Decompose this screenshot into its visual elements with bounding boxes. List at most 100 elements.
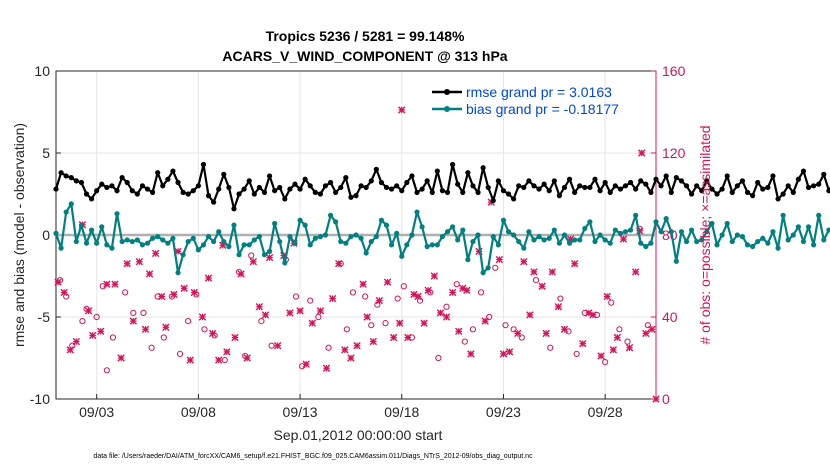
rmse-point — [109, 183, 115, 189]
rmse-point — [805, 184, 812, 191]
bias-point — [261, 252, 268, 258]
obs-possible-marker — [176, 350, 184, 357]
obs-assimilated-marker — [129, 317, 137, 325]
obs-possible-marker — [122, 289, 129, 296]
bias-point — [424, 243, 430, 250]
obs-assimilated-marker — [190, 288, 199, 297]
bias-point — [658, 229, 664, 235]
rmse-point — [495, 178, 501, 184]
bias-point — [495, 242, 501, 248]
obs-possible-marker — [624, 338, 631, 345]
rmse-point — [333, 189, 339, 195]
obs-assimilated-marker — [420, 319, 428, 327]
rmse-point — [404, 179, 410, 186]
bias-point — [99, 224, 105, 230]
rmse-point — [246, 178, 252, 184]
bias-point — [582, 225, 588, 232]
rmse-point — [536, 186, 542, 192]
obs-assimilated-marker — [255, 303, 264, 311]
obs-possible-marker — [644, 322, 651, 329]
bias-point — [114, 211, 120, 217]
rmse-point — [612, 183, 618, 189]
obs-assimilated-marker — [66, 346, 74, 354]
obs-assimilated-marker — [609, 346, 617, 354]
rmse-point — [755, 179, 761, 186]
obs-assimilated-marker — [265, 253, 274, 262]
bias-point — [322, 232, 329, 238]
rmse-point — [490, 197, 496, 204]
rmse-point — [658, 183, 664, 189]
obs-assimilated-marker — [554, 303, 563, 311]
obs-possible-marker — [557, 295, 564, 302]
rmse-point — [429, 189, 435, 195]
bias-point — [627, 227, 634, 233]
bias-point — [333, 219, 339, 225]
bias-point — [343, 240, 349, 246]
rmse-point — [719, 186, 725, 192]
obs-assimilated-marker — [103, 280, 111, 288]
rmse-point — [638, 178, 644, 184]
rmse-point — [526, 178, 532, 184]
rmse-point — [104, 184, 110, 191]
bias-point — [236, 252, 242, 258]
y-axis-label: rmse and bias (model - observation) — [11, 123, 27, 347]
obs-assimilated-marker — [442, 313, 451, 321]
rmse-point — [414, 189, 420, 195]
bias-point — [638, 240, 644, 246]
legend-rmse-label: rmse grand pr = 3.0163 — [466, 84, 612, 100]
bias-point — [602, 237, 608, 243]
bias-point — [800, 238, 807, 245]
rmse-point — [455, 181, 461, 187]
bias-point — [821, 237, 827, 243]
bias-point — [556, 240, 562, 246]
rmse-point — [378, 179, 385, 186]
x-tick-label: 09/13 — [283, 404, 318, 420]
obs-assimilated-marker — [363, 313, 371, 321]
bias-point — [546, 235, 552, 241]
rmse-point — [541, 181, 547, 187]
chart-title-line1: Tropics 5236 / 5281 = 99.148% — [266, 28, 465, 44]
obs-assimilated-marker — [84, 307, 93, 315]
x-tick-label: 09/28 — [588, 404, 623, 420]
rmse-point — [694, 183, 700, 189]
obs-assimilated-marker — [296, 307, 304, 315]
rmse-point — [236, 191, 242, 197]
rmse-point — [99, 181, 105, 187]
bias-point — [795, 224, 801, 230]
y-tick-label: -5 — [38, 309, 51, 325]
bias-point — [434, 242, 440, 248]
rmse-point — [83, 191, 90, 197]
bias-point — [348, 234, 354, 240]
obs-assimilated-marker — [613, 333, 622, 342]
obs-assimilated-marker — [570, 260, 579, 268]
bias-point — [226, 243, 232, 250]
rmse-point — [175, 179, 181, 186]
rmse-point — [144, 186, 151, 192]
obs-assimilated-marker — [548, 268, 556, 276]
bias-point — [88, 227, 95, 233]
rmse-point — [287, 186, 293, 192]
bias-point — [500, 217, 507, 223]
rmse-point — [750, 193, 756, 199]
bias-point — [460, 227, 466, 233]
bias-point — [373, 234, 379, 240]
obs-possible-marker — [140, 309, 147, 316]
rmse-point — [231, 206, 237, 212]
right-y-tick-label: 160 — [662, 63, 686, 79]
obs-possible-marker — [532, 277, 540, 284]
bias-point — [744, 242, 751, 248]
bias-point — [699, 237, 705, 243]
right-y-tick-label: 120 — [662, 145, 686, 161]
rmse-point — [668, 189, 674, 195]
rmse-point — [683, 183, 690, 189]
bias-point — [470, 238, 476, 245]
bias-point — [312, 235, 318, 241]
obs-possible-marker — [547, 344, 554, 351]
bias-point — [561, 232, 568, 238]
rmse-point — [551, 178, 557, 184]
x-tick-label: 09/23 — [486, 404, 521, 420]
obs-possible-marker — [435, 354, 442, 362]
rmse-point — [373, 166, 379, 172]
bias-point — [505, 229, 512, 235]
obs-assimilated-marker — [141, 325, 150, 333]
